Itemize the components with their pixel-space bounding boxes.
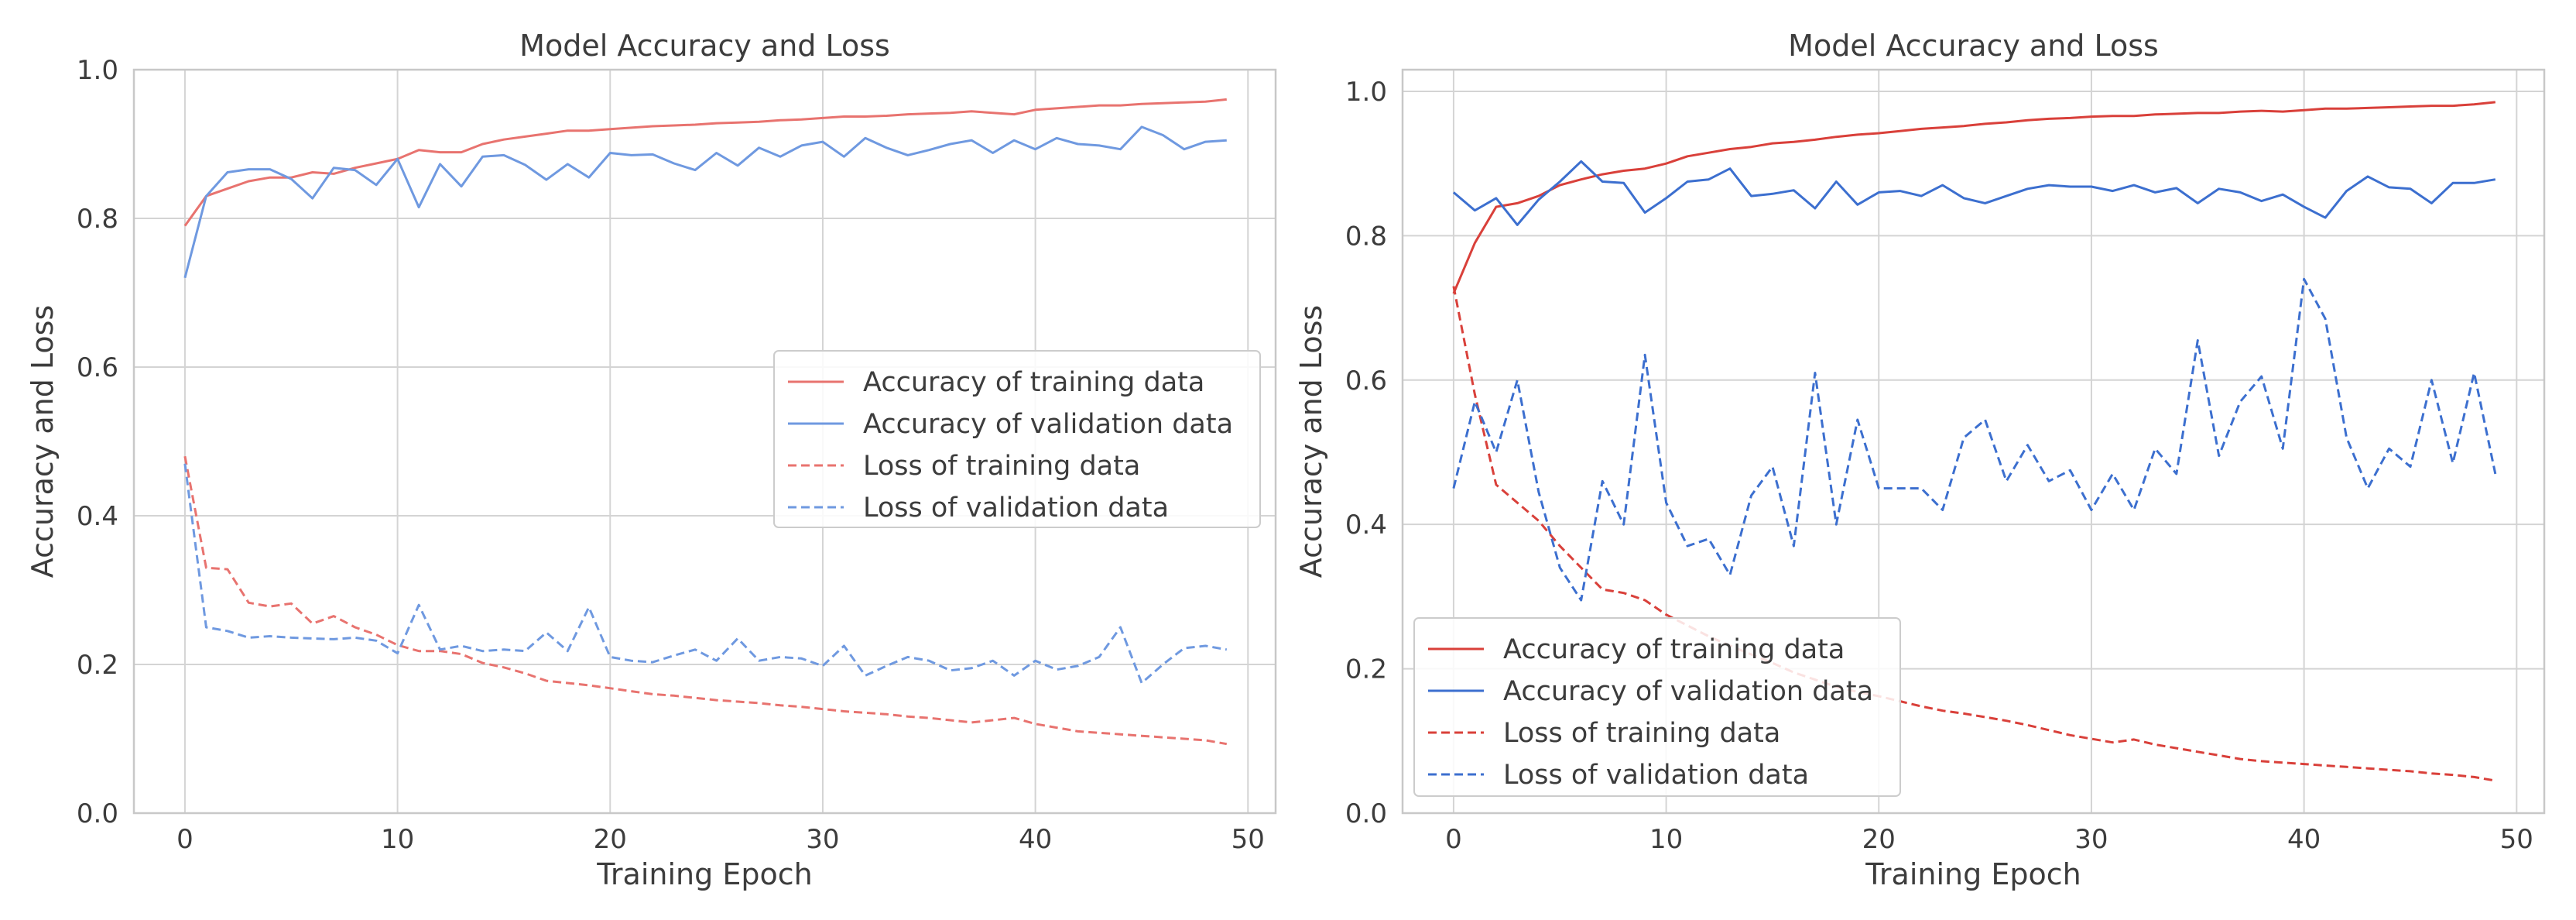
left-chart-legend-box: [773, 350, 1261, 528]
left-chart-legend-label: Accuracy of validation data: [863, 409, 1233, 440]
left-chart-ytick-label: 0.4: [77, 501, 118, 532]
left-chart-xtick-label: 50: [1231, 824, 1265, 855]
left-chart-ytick-label: 0.2: [77, 650, 118, 681]
right-chart-series-loss-of-training-data: [1452, 286, 2496, 782]
left-chart-ytick-label: 0.8: [77, 204, 118, 235]
left-chart-ytick-label: 1.0: [77, 55, 118, 86]
left-chart-series: [183, 98, 1228, 746]
right-chart-title: Model Accuracy and Loss: [1788, 29, 2159, 63]
right-chart-legend: Accuracy of training data Accuracy of val…: [1413, 617, 1901, 797]
right-chart-xtick-label: 40: [2287, 824, 2321, 855]
right-chart-series-accuracy-of-validation-data: [1452, 160, 2496, 226]
left-chart-legend-label: Accuracy of training data: [863, 367, 1204, 398]
right-chart-ytick-label: 0.4: [1345, 510, 1387, 541]
right-chart-xtick-label: 0: [1445, 824, 1462, 855]
left-chart-legend-label: Loss of validation data: [863, 493, 1169, 524]
right-chart-series: [1452, 101, 2497, 782]
left-chart-ytick-label: 0.6: [77, 352, 118, 383]
left-chart-xtick-label: 0: [176, 824, 194, 855]
right-chart-xtick-label: 20: [1862, 824, 1896, 855]
left-chart-xtick-label: 10: [381, 824, 414, 855]
right-chart-legend-box: [1413, 617, 1901, 797]
left-chart-xtick-label: 30: [806, 824, 839, 855]
right-chart: 0.0 0.2 0.4 0.6 0.8 1.0 0 10 20 30 40 50 Model Accu…: [1294, 29, 2546, 891]
right-chart-xtick-label: 10: [1649, 824, 1683, 855]
right-chart-ytick-label: 0.6: [1345, 366, 1387, 396]
left-chart-series-accuracy-of-training-data: [183, 98, 1227, 227]
left-chart-frame: [132, 68, 1277, 815]
left-chart-ticks: 0.0 0.2 0.4 0.6 0.8 1.0 0 10 20 30 40 50: [77, 55, 1265, 855]
right-chart-xtick-label: 30: [2074, 824, 2108, 855]
left-chart-xtick-label: 40: [1019, 824, 1052, 855]
left-chart-ylabel: Accuracy and Loss: [26, 305, 60, 578]
right-chart-ticks: 0.0 0.2 0.4 0.6 0.8 1.0 0 10 20 30 40 50: [1345, 77, 2533, 855]
left-chart-title: Model Accuracy and Loss: [519, 29, 890, 63]
left-chart-series-loss-of-validation-data: [183, 463, 1228, 685]
right-chart-ytick-label: 0.0: [1345, 798, 1387, 829]
right-chart-legend-label: Accuracy of training data: [1503, 634, 1845, 665]
left-chart-legend: Accuracy of training data Accuracy of val…: [773, 350, 1261, 528]
left-chart: 0.0 0.2 0.4 0.6 0.8 1.0 0 10 20 30 40 50 Model Accu…: [26, 29, 1277, 891]
left-chart-series-loss-of-training-data: [183, 455, 1228, 746]
left-chart-series-accuracy-of-validation-data: [183, 125, 1227, 279]
right-chart-xtick-label: 50: [2500, 824, 2533, 855]
right-chart-legend-label: Accuracy of validation data: [1503, 676, 1873, 707]
left-chart-ytick-label: 0.0: [77, 798, 118, 829]
right-chart-ylabel: Accuracy and Loss: [1294, 305, 1328, 578]
right-chart-series-accuracy-of-training-data: [1452, 101, 2496, 294]
right-chart-legend-label: Loss of training data: [1503, 718, 1780, 749]
left-chart-xtick-label: 20: [594, 824, 627, 855]
left-chart-legend-label: Loss of training data: [863, 451, 1140, 482]
right-chart-legend-label: Loss of validation data: [1503, 760, 1809, 791]
right-chart-frame: [1401, 68, 2546, 815]
right-chart-ytick-label: 0.2: [1345, 654, 1387, 685]
right-chart-series-loss-of-validation-data: [1452, 277, 2497, 602]
right-chart-ytick-label: 0.8: [1345, 221, 1387, 252]
right-chart-ytick-label: 1.0: [1345, 77, 1387, 108]
right-chart-xlabel: Training Epoch: [1865, 857, 2081, 891]
left-chart-xlabel: Training Epoch: [596, 857, 812, 891]
